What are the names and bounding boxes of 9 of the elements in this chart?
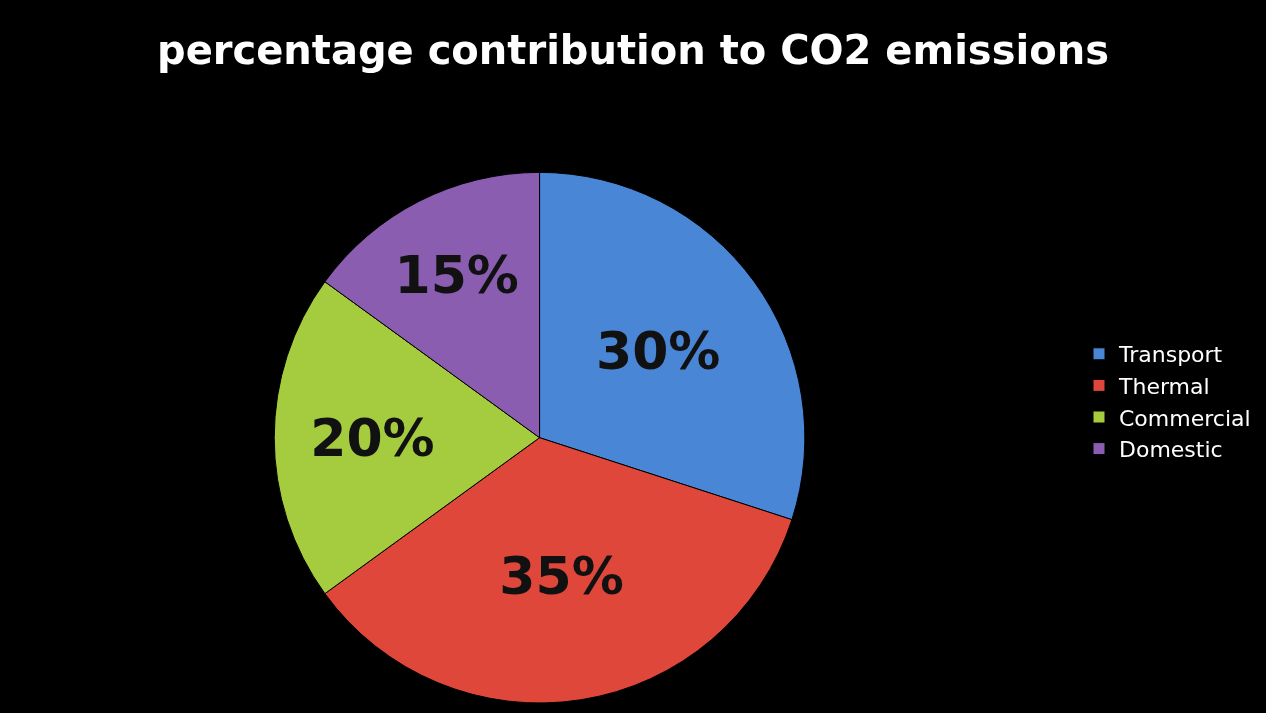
data-label: 30% — [595, 321, 721, 382]
legend-label: Transport — [1118, 342, 1223, 368]
legend-label: Thermal — [1118, 373, 1210, 399]
data-label: 20% — [310, 407, 435, 468]
chart-title: percentage contribution to CO2 emissions — [157, 26, 1109, 73]
legend-label: Commercial — [1119, 405, 1251, 431]
data-label: 15% — [394, 245, 519, 306]
data-label: 35% — [499, 546, 624, 607]
legend-label: Domestic — [1119, 437, 1223, 463]
